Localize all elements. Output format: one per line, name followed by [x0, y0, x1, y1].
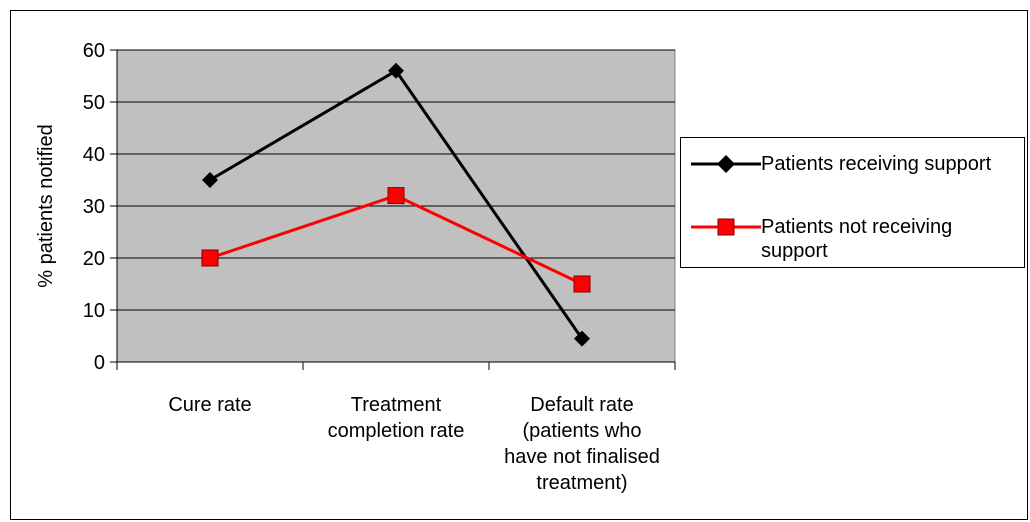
y-tick-label: 10 [83, 300, 105, 322]
x-category-label: Treatment completion rate [328, 394, 465, 442]
x-category-label-line: Default rate [530, 394, 633, 416]
x-category-label: Default rate (patients who have not finali… [504, 394, 660, 494]
y-tick-label: 60 [83, 40, 105, 62]
series-2-point [387, 187, 405, 205]
legend-swatch-series-2 [691, 218, 761, 236]
legend-label-series-2-line-1: Patients not receiving [761, 216, 953, 238]
x-category-label: Cure rate [168, 394, 251, 416]
series-2-point [573, 275, 591, 293]
series-1-point [388, 62, 404, 79]
legend-label-series-2: Patients not receiving support [761, 215, 1016, 263]
x-category-label-line: completion rate [328, 420, 465, 442]
y-tick-label: 20 [83, 248, 105, 270]
series-2-point [201, 249, 219, 267]
y-tick-label: 0 [94, 352, 105, 374]
x-category-label-line: Cure rate [168, 394, 251, 416]
y-tick-label: 30 [83, 196, 105, 218]
x-category-label-line: treatment) [536, 472, 627, 494]
y-tick-label: 50 [83, 92, 105, 114]
legend-label-series-2-line-2: support [761, 240, 828, 262]
x-category-label-line: (patients who [523, 420, 642, 442]
legend-label-series-1: Patients receiving support [761, 153, 992, 175]
chart-legend: Patients receiving support Patients not … [680, 137, 1025, 268]
legend-swatch-series-1 [691, 155, 761, 173]
series-1-point [202, 172, 218, 188]
x-category-label-line: Treatment [351, 394, 442, 416]
y-tick-label: 40 [83, 144, 105, 166]
series-1-point [574, 330, 590, 347]
y-axis-label: % patients notified [35, 124, 57, 287]
x-category-label-line: have not finalised [504, 446, 660, 468]
